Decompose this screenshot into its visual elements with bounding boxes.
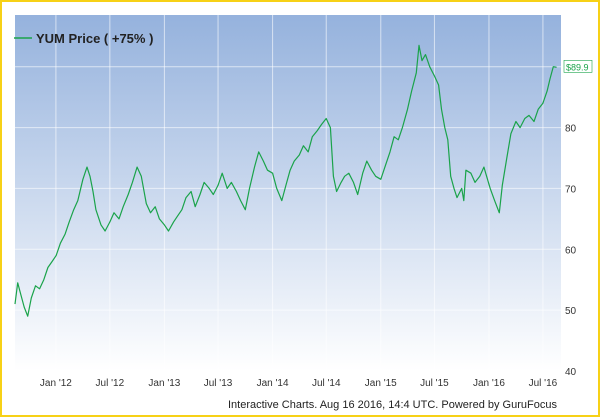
footer-credit: Interactive Charts. Aug 16 2016, 14:4 UT… xyxy=(228,399,557,411)
x-tick-label: Jul '16 xyxy=(529,378,558,389)
x-tick-label: Jan '12 xyxy=(40,378,72,389)
plot-area xyxy=(15,15,561,371)
legend-label: YUM Price ( +75% ) xyxy=(36,31,153,46)
last-value-marker: $89.9 xyxy=(563,60,593,73)
x-axis-ticks: Jan '12 Jul '12 Jan '13 Jul '13 Jan '14 Jul '… xyxy=(40,378,558,389)
last-value-label: $89.9 xyxy=(566,62,589,72)
x-tick-label: Jan '15 xyxy=(365,378,397,389)
y-tick-label: 40 xyxy=(565,367,577,378)
grid-lines xyxy=(15,15,561,372)
x-tick-label: Jul '12 xyxy=(96,378,125,389)
x-tick-label: Jan '16 xyxy=(473,378,505,389)
x-tick-label: Jan '14 xyxy=(257,378,289,389)
legend[interactable]: YUM Price ( +75% ) xyxy=(14,31,153,46)
x-tick-label: Jul '14 xyxy=(312,378,341,389)
last-value-box xyxy=(563,60,593,73)
y-tick-label: 70 xyxy=(565,184,577,195)
y-tick-label: 50 xyxy=(565,306,577,317)
x-tick-label: Jul '13 xyxy=(204,378,233,389)
y-tick-label: 80 xyxy=(565,124,577,135)
y-axis-ticks: 405060708090 xyxy=(565,63,577,378)
x-tick-label: Jan '13 xyxy=(148,378,180,389)
price-series-line[interactable] xyxy=(14,44,557,317)
y-tick-label: 60 xyxy=(565,245,577,256)
x-tick-label: Jul '15 xyxy=(420,378,449,389)
